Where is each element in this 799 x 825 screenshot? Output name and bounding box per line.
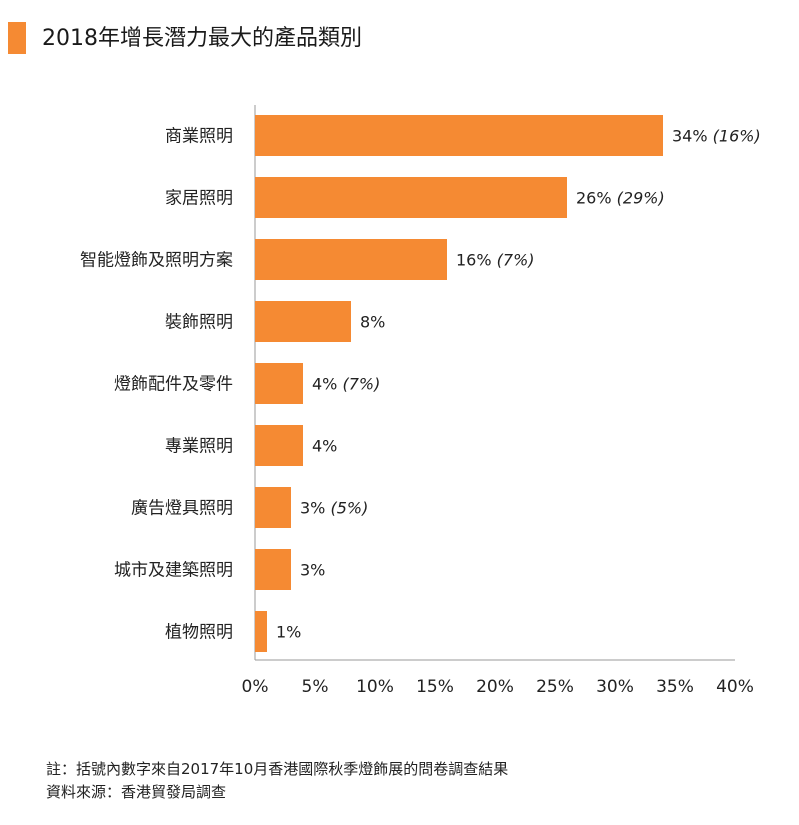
x-tick-label: 0%: [242, 677, 269, 697]
x-tick-label: 20%: [476, 677, 514, 697]
bar-chart: 0% 5% 10% 15% 20% 25% 30% 35% 40% 商業照明 34% (16%) 家居…: [80, 105, 761, 697]
data-label: 34% (16%): [672, 127, 761, 146]
data-label: 16% (7%): [456, 251, 535, 270]
category-label: 家居照明: [165, 189, 233, 209]
data-label: 3% (5%): [300, 499, 368, 518]
data-label: 26% (29%): [576, 189, 665, 208]
data-label: 4%: [312, 437, 337, 456]
category-label: 智能燈飾及照明方案: [80, 251, 233, 271]
bar: [255, 115, 663, 156]
x-tick-label: 30%: [596, 677, 634, 697]
bar: [255, 549, 291, 590]
category-label: 植物照明: [165, 623, 233, 643]
bar: [255, 239, 447, 280]
category-label: 燈飾配件及零件: [114, 375, 233, 395]
bar: [255, 611, 267, 652]
bar: [255, 301, 351, 342]
footnote-source: 資料來源：香港貿發局調查: [46, 783, 227, 801]
x-tick-label: 15%: [416, 677, 454, 697]
x-tick-label: 40%: [716, 677, 754, 697]
data-label: 4% (7%): [312, 375, 380, 394]
x-tick-label: 5%: [302, 677, 329, 697]
x-tick-label: 10%: [356, 677, 394, 697]
title-accent-bar: [8, 22, 26, 54]
data-label: 8%: [360, 313, 385, 332]
bar: [255, 363, 303, 404]
category-label: 專業照明: [165, 437, 233, 457]
bar: [255, 177, 567, 218]
x-tick-label: 25%: [536, 677, 574, 697]
bar: [255, 487, 291, 528]
data-label: 1%: [276, 623, 301, 642]
x-tick-label: 35%: [656, 677, 694, 697]
category-label: 廣告燈具照明: [131, 499, 233, 519]
chart-title: 2018年增長潛力最大的產品類別: [42, 26, 362, 51]
category-label: 裝飾照明: [165, 313, 233, 333]
data-label: 3%: [300, 561, 325, 580]
category-label: 商業照明: [165, 127, 233, 147]
category-label: 城市及建築照明: [114, 561, 233, 581]
footnotes: 註：括號內數字來自2017年10月香港國際秋季燈飾展的問卷調查結果 資料來源：香…: [46, 758, 508, 804]
footnote-note: 註：括號內數字來自2017年10月香港國際秋季燈飾展的問卷調查結果: [46, 760, 509, 778]
bar: [255, 425, 303, 466]
